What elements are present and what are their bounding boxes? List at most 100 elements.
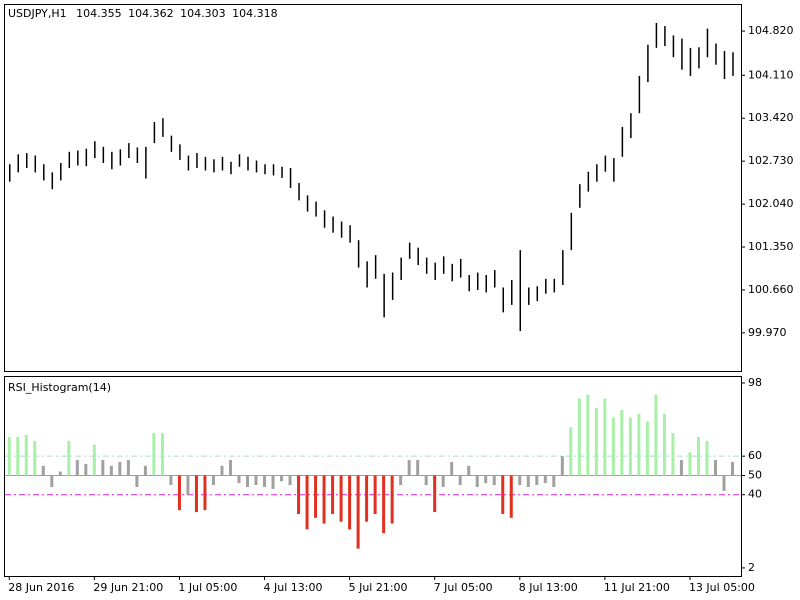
histogram-bar [237,475,241,484]
histogram-bar [92,444,96,476]
histogram-bar [705,440,709,476]
histogram-bar [416,460,420,476]
histogram-bar [679,460,683,476]
chart-header: USDJPY,H1 104.355 104.362 104.303 104.31… [8,7,278,20]
y-tick-label: 100.660 [748,283,794,296]
histogram-bar [696,436,700,476]
x-tick-label: 5 Jul 21:00 [349,581,408,594]
histogram-bar [135,475,139,487]
histogram-bar [288,475,292,486]
histogram-bar [501,475,505,514]
histogram-bar [433,475,437,513]
histogram-bar [118,461,122,476]
histogram-bar [560,456,564,476]
histogram-bar [348,475,352,530]
histogram-bar [211,475,215,486]
y-tick-label: 98 [748,376,762,389]
histogram-bar [450,461,454,476]
histogram-bar [611,417,615,476]
histogram-bar [331,475,335,514]
histogram-bar [16,436,20,476]
close: 104.318 [232,7,278,20]
histogram-bar [24,434,28,476]
histogram-bar [109,465,113,476]
indicator-title: RSI_Histogram(14) [8,381,111,394]
histogram-bar [50,475,54,487]
histogram-bar [535,475,539,486]
price-pane [4,4,742,372]
histogram-bar [263,475,267,487]
histogram-bar [518,475,522,486]
y-tick-label: 103.420 [748,111,794,124]
histogram-bar [390,475,394,524]
histogram-bar [603,398,607,476]
y-tick-label: 101.350 [748,240,794,253]
histogram-bar [492,475,496,486]
indicator-pane [4,376,742,577]
histogram-bar [620,409,624,476]
histogram-bar [7,436,11,476]
low: 104.303 [180,7,226,20]
histogram-bar [382,475,386,534]
histogram-bar [322,475,326,524]
histogram-bar [126,460,130,476]
histogram-bar [662,413,666,476]
histogram-bar [194,475,198,513]
histogram-bar [552,475,556,487]
histogram-bar [645,421,649,476]
open: 104.355 [76,7,122,20]
histogram-bar [220,465,224,476]
histogram-bar [365,475,369,522]
x-tick-label: 4 Jul 13:00 [264,581,323,594]
histogram-bar [407,460,411,476]
histogram-bar [228,460,232,476]
x-tick-label: 8 Jul 13:00 [519,581,578,594]
high: 104.362 [128,7,174,20]
x-tick-label: 1 Jul 05:00 [178,581,237,594]
x-tick-label: 11 Jul 21:00 [604,581,670,594]
histogram-bar [484,475,488,484]
histogram-bar [67,440,71,476]
y-tick-label: 40 [748,488,762,501]
y-tick-label: 60 [748,449,762,462]
x-tick-label: 28 Jun 2016 [8,581,74,594]
histogram-bar [254,475,258,486]
histogram-bar [654,394,658,476]
histogram-bar [441,475,445,487]
histogram-bar [271,475,275,489]
histogram-bar [186,475,190,495]
histogram-bar [160,433,164,476]
histogram-bar [177,475,181,511]
y-tick-label: 102.040 [748,197,794,210]
histogram-bar [339,475,343,522]
histogram-bar [280,475,284,482]
histogram-bar [399,475,403,486]
histogram-bar [101,460,105,476]
histogram-bar [33,440,37,476]
histogram-bar [169,475,173,486]
y-tick-label: 2 [748,561,755,574]
histogram-bar [373,475,377,514]
histogram-bar [586,394,590,476]
histogram-bar [722,475,726,491]
histogram-bar [297,475,301,514]
symbol: USDJPY,H1 [8,7,67,20]
histogram-bar [628,417,632,476]
histogram-bar [543,475,547,484]
y-tick-label: 102.730 [748,154,794,167]
histogram-bar [152,433,156,476]
x-tick-label: 13 Jul 05:00 [689,581,755,594]
histogram-bar [671,433,675,476]
histogram-bar [526,475,530,487]
x-tick-label: 29 Jun 21:00 [93,581,163,594]
histogram-bar [509,475,513,518]
histogram-bar [314,475,318,518]
histogram-bar [688,452,692,476]
x-tick-label: 7 Jul 05:00 [434,581,493,594]
histogram-bar [577,398,581,476]
histogram-bar [475,475,479,487]
y-tick-label: 99.970 [748,326,787,339]
histogram-bar [245,475,249,487]
y-tick-label: 50 [748,468,762,481]
